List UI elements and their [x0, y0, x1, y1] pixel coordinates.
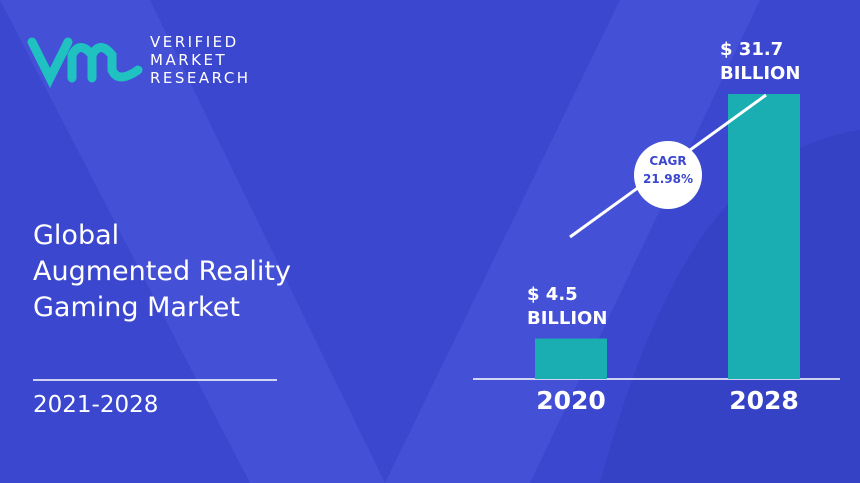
cagr-label: CAGR: [649, 154, 687, 168]
background-shape: [0, 0, 385, 483]
background-shape: [385, 0, 760, 483]
brand-text: VERIFIED: [150, 33, 239, 51]
cagr-circle: [634, 141, 702, 209]
logo: [27, 37, 143, 89]
bar: [535, 338, 607, 379]
title: Global Augmented Reality Gaming Market: [33, 220, 291, 323]
x-tick-label: 2028: [729, 386, 799, 415]
bar: [728, 94, 800, 379]
brand-text: MARKET: [150, 51, 228, 69]
value-label: $ 31.7 BILLION: [720, 39, 801, 84]
value-label: $ 4.5 BILLION: [527, 283, 608, 329]
period: 2021-2028: [33, 392, 159, 418]
bars: [535, 94, 800, 379]
brand-text: RESEARCH: [150, 69, 251, 87]
x-tick-label: 2020: [536, 386, 606, 415]
cagr-value: 21.98%: [643, 172, 693, 186]
